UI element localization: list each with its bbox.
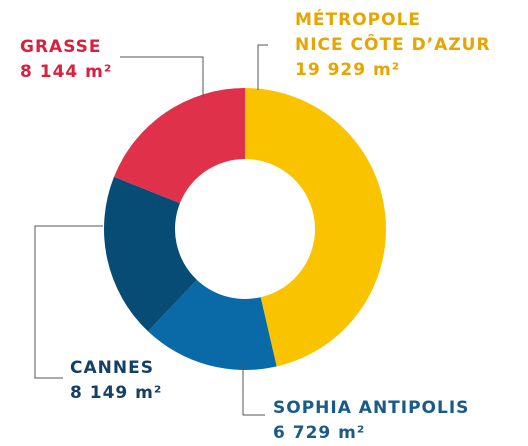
slice-name: MÉTROPOLE NICE CÔTE D’AZUR bbox=[295, 10, 491, 55]
leader-line bbox=[120, 56, 204, 97]
slice-name: GRASSE bbox=[20, 37, 102, 57]
leader-line bbox=[34, 225, 103, 379]
slice-label: MÉTROPOLE NICE CÔTE D’AZUR 19 929 m² bbox=[295, 8, 491, 83]
donut-slice bbox=[103, 176, 197, 332]
leader-line bbox=[242, 365, 265, 416]
donut-slice bbox=[148, 279, 277, 370]
slice-label: GRASSE 8 144 m² bbox=[20, 35, 112, 85]
donut-slice bbox=[114, 87, 246, 204]
slice-name: CANNES bbox=[70, 358, 154, 378]
slice-value: 8 149 m² bbox=[70, 383, 163, 403]
slice-name: SOPHIA ANTIPOLIS bbox=[273, 398, 470, 418]
slice-label: CANNES 8 149 m² bbox=[70, 356, 162, 406]
slice-value: 19 929 m² bbox=[295, 60, 401, 80]
leader-line bbox=[257, 44, 268, 90]
donut-slice bbox=[245, 88, 386, 367]
slice-value: 8 144 m² bbox=[20, 62, 113, 82]
slice-value: 6 729 m² bbox=[273, 423, 366, 443]
slice-label: SOPHIA ANTIPOLIS 6 729 m² bbox=[273, 396, 469, 446]
